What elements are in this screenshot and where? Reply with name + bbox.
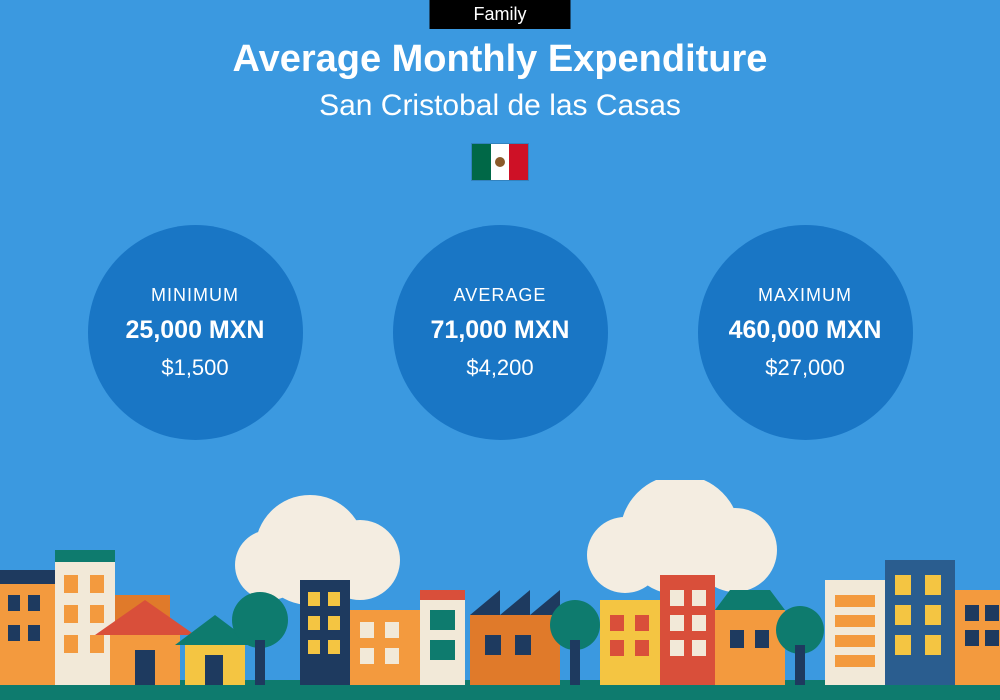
page-subtitle: San Cristobal de las Casas xyxy=(0,89,1000,123)
flag-stripe-white xyxy=(491,144,510,180)
stat-main-value: 71,000 MXN xyxy=(431,316,570,345)
cityscape-illustration xyxy=(0,480,1000,700)
flag-icon xyxy=(471,143,529,181)
category-badge: Family xyxy=(430,0,571,29)
stat-circle-maximum: MAXIMUM 460,000 MXN $27,000 xyxy=(698,225,913,440)
stat-circles: MINIMUM 25,000 MXN $1,500 AVERAGE 71,000… xyxy=(0,225,1000,440)
stat-label: MINIMUM xyxy=(151,285,239,306)
badge-label: Family xyxy=(474,4,527,24)
stat-sub-value: $4,200 xyxy=(466,355,533,381)
stat-main-value: 25,000 MXN xyxy=(126,316,265,345)
stat-circle-minimum: MINIMUM 25,000 MXN $1,500 xyxy=(88,225,303,440)
stat-circle-average: AVERAGE 71,000 MXN $4,200 xyxy=(393,225,608,440)
stat-label: AVERAGE xyxy=(454,285,547,306)
stat-main-value: 460,000 MXN xyxy=(729,316,882,345)
stat-sub-value: $27,000 xyxy=(765,355,845,381)
stat-label: MAXIMUM xyxy=(758,285,852,306)
header: Average Monthly Expenditure San Cristoba… xyxy=(0,38,1000,181)
stat-sub-value: $1,500 xyxy=(161,355,228,381)
flag-stripe-red xyxy=(509,144,528,180)
page-title: Average Monthly Expenditure xyxy=(0,38,1000,81)
flag-stripe-green xyxy=(472,144,491,180)
